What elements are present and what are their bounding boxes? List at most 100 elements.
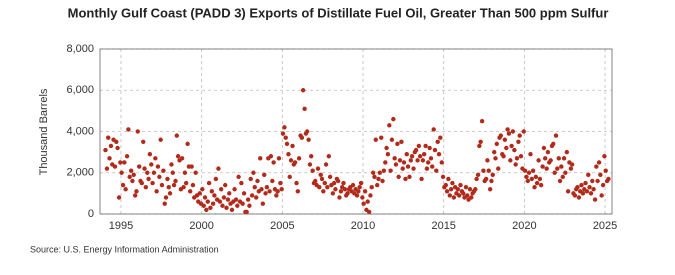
point xyxy=(292,160,298,165)
point xyxy=(401,160,407,165)
point xyxy=(159,182,165,188)
point xyxy=(463,184,469,190)
point xyxy=(162,201,167,206)
point xyxy=(458,182,463,188)
point xyxy=(508,158,513,163)
point xyxy=(492,149,497,155)
point xyxy=(553,133,559,138)
point xyxy=(538,182,544,188)
point xyxy=(400,166,405,171)
point xyxy=(473,187,478,192)
point xyxy=(487,187,493,192)
point xyxy=(506,131,512,136)
point xyxy=(461,191,466,196)
point xyxy=(580,191,586,196)
point xyxy=(362,189,368,194)
point xyxy=(151,170,157,175)
x-tick-label: 2005 xyxy=(270,220,294,232)
point xyxy=(294,180,299,186)
point xyxy=(212,193,217,198)
point xyxy=(490,172,495,178)
point xyxy=(564,149,570,155)
point xyxy=(572,193,578,198)
point xyxy=(288,158,294,163)
point xyxy=(128,168,134,173)
point xyxy=(338,189,344,194)
point xyxy=(124,154,130,159)
point xyxy=(493,156,498,161)
point xyxy=(244,209,249,215)
point xyxy=(518,154,524,159)
point xyxy=(565,189,571,194)
point xyxy=(115,145,120,151)
point xyxy=(474,176,479,182)
point xyxy=(536,158,541,163)
point xyxy=(286,151,291,157)
point xyxy=(439,160,444,165)
point xyxy=(379,135,384,140)
point xyxy=(233,197,239,202)
point xyxy=(130,178,135,184)
point xyxy=(594,164,599,169)
point xyxy=(342,187,348,192)
point xyxy=(309,154,314,159)
point xyxy=(354,193,360,198)
point xyxy=(264,184,270,190)
point xyxy=(153,156,158,161)
source-note: Source: U.S. Energy Information Administ… xyxy=(30,244,219,254)
point xyxy=(392,156,397,161)
point xyxy=(557,178,563,184)
point xyxy=(155,164,161,169)
point xyxy=(444,189,450,194)
point xyxy=(107,156,112,161)
point xyxy=(197,191,202,196)
point xyxy=(432,147,438,153)
point xyxy=(496,166,501,171)
point xyxy=(383,160,388,165)
point xyxy=(380,178,385,184)
point xyxy=(210,201,216,206)
x-tick-label: 2015 xyxy=(431,220,455,232)
point xyxy=(240,201,245,206)
point xyxy=(391,116,396,122)
point xyxy=(478,139,483,145)
point xyxy=(537,176,543,182)
point xyxy=(161,168,166,173)
point xyxy=(411,166,416,171)
point xyxy=(116,195,122,200)
point xyxy=(576,195,582,200)
point xyxy=(167,191,173,196)
point xyxy=(183,180,189,186)
point xyxy=(218,187,224,192)
point xyxy=(502,137,508,142)
point xyxy=(416,143,422,149)
point xyxy=(356,189,361,194)
point xyxy=(606,176,611,182)
point xyxy=(251,170,256,175)
point xyxy=(509,143,514,149)
point xyxy=(321,189,326,194)
point xyxy=(169,162,174,167)
point xyxy=(514,156,520,161)
point xyxy=(501,154,506,159)
point xyxy=(204,207,209,213)
point xyxy=(424,166,430,171)
point xyxy=(141,139,146,145)
x-tick-label: 2025 xyxy=(593,220,617,232)
point xyxy=(225,197,231,202)
point xyxy=(263,191,268,196)
point xyxy=(481,168,486,173)
y-tick-label: 4,000 xyxy=(66,125,94,137)
point xyxy=(182,170,188,175)
point xyxy=(498,133,504,138)
y-tick-label: 6,000 xyxy=(66,84,94,96)
point xyxy=(106,135,111,140)
point xyxy=(575,184,580,190)
point xyxy=(588,191,594,196)
point xyxy=(430,164,435,169)
point xyxy=(483,176,489,182)
point xyxy=(147,151,153,157)
point xyxy=(540,164,545,169)
point xyxy=(241,191,247,196)
